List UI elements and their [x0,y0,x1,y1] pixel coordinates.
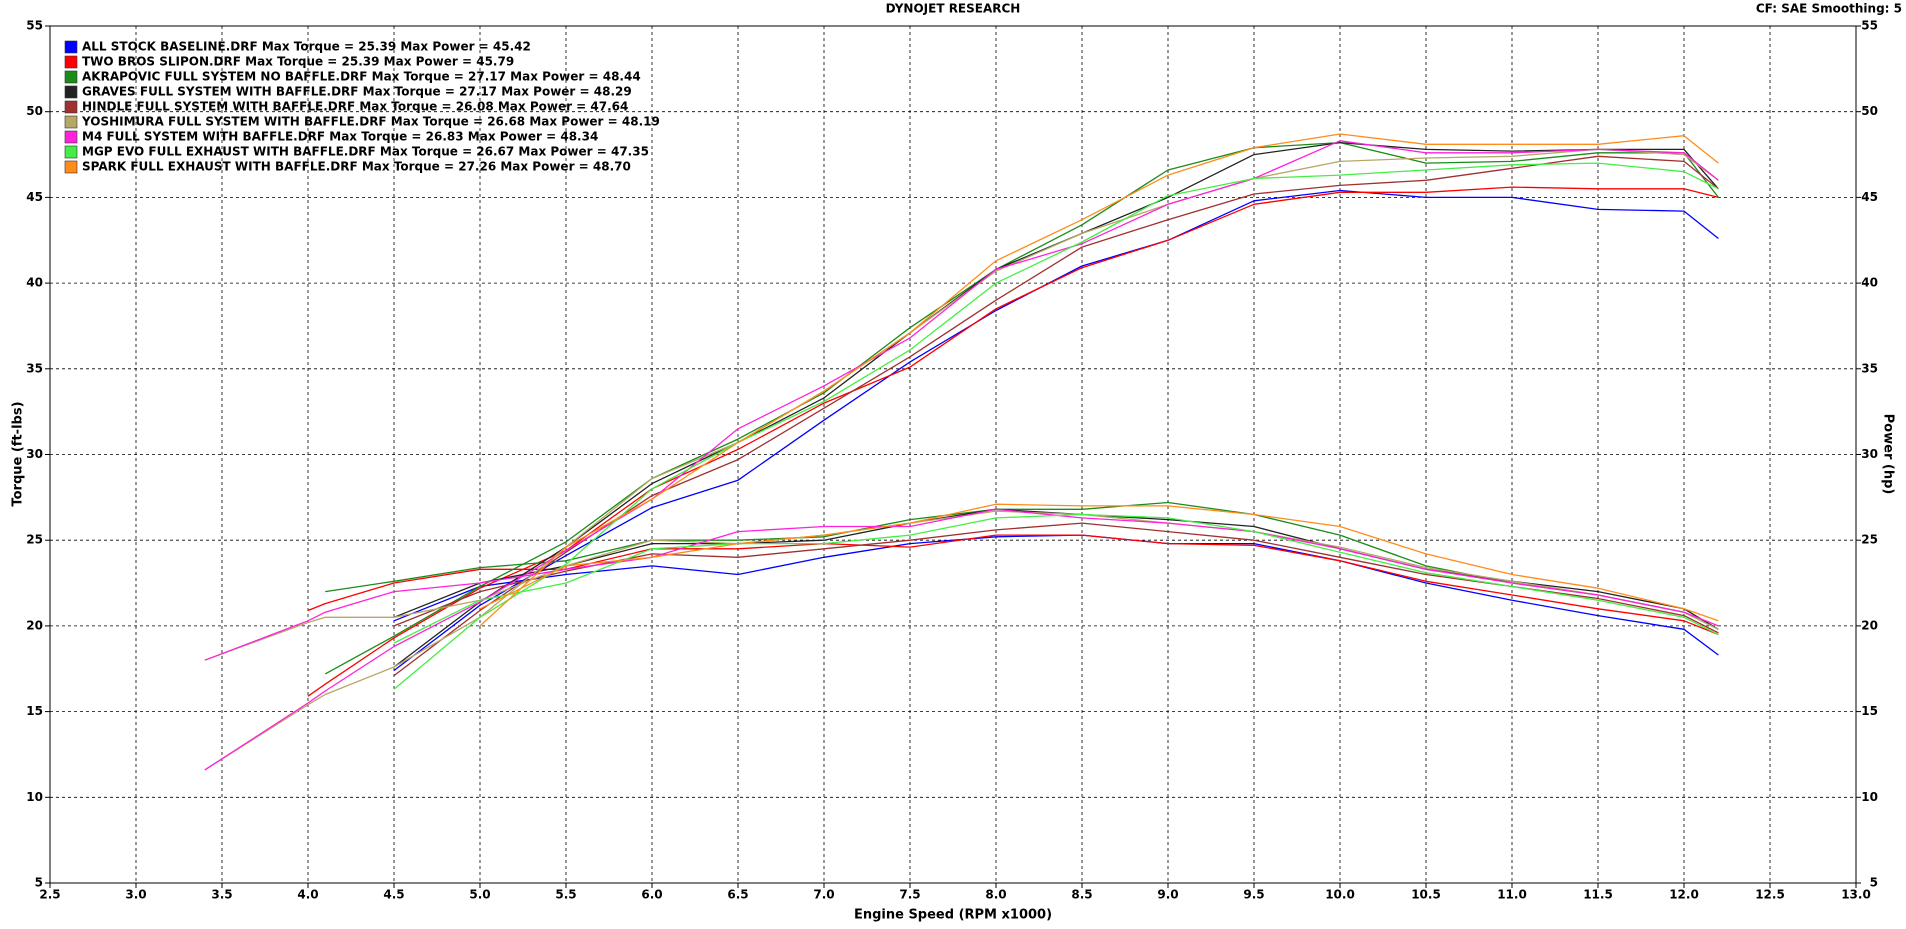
y-tick-label: 10 [26,790,43,804]
x-tick-label: 4.0 [297,888,318,902]
x-tick-label: 11.5 [1583,888,1613,902]
legend-label: M4 FULL SYSTEM WITH BAFFLE.DRF Max Torqu… [82,130,598,144]
y2-tick-label: 10 [1861,790,1878,804]
legend-label: YOSHIMURA FULL SYSTEM WITH BAFFLE.DRF Ma… [81,115,660,129]
legend-label: HINDLE FULL SYSTEM WITH BAFFLE.DRF Max T… [82,100,628,114]
x-tick-label: 6.5 [727,888,748,902]
y-tick-label: 35 [26,361,43,375]
legend-swatch [64,145,78,159]
legend-swatch [64,100,78,114]
legend-swatch [64,115,78,129]
legend-label: GRAVES FULL SYSTEM WITH BAFFLE.DRF Max T… [82,85,632,99]
y-axis-label: Torque (ft-lbs) [11,401,26,506]
legend-swatch [64,40,78,54]
y-tick-label: 30 [26,447,43,461]
x-tick-label: 10.0 [1325,888,1355,902]
torque-line [204,510,1719,661]
x-tick-label: 9.0 [1157,888,1178,902]
power-line [204,140,1719,771]
y2-tick-label: 30 [1861,447,1878,461]
x-tick-label: 12.5 [1755,888,1785,902]
x-tick-label: 9.5 [1243,888,1264,902]
chart-title: DYNOJET RESEARCH [886,2,1021,16]
legend-label: MGP EVO FULL EXHAUST WITH BAFFLE.DRF Max… [82,145,649,159]
y2-tick-label: 5 [1870,876,1878,890]
x-tick-label: 11.0 [1497,888,1527,902]
y2-tick-label: 55 [1861,19,1878,33]
legend: ALL STOCK BASELINE.DRF Max Torque = 25.3… [64,40,660,174]
legend-label: ALL STOCK BASELINE.DRF Max Torque = 25.3… [82,40,531,54]
y2-tick-label: 45 [1861,190,1878,204]
x-tick-label: 3.5 [211,888,232,902]
torque-line [307,534,1719,636]
legend-label: SPARK FULL EXHAUST WITH BAFFLE.DRF Max T… [82,160,631,174]
y2-tick-label: 25 [1861,533,1878,547]
x-tick-label: 7.0 [813,888,834,902]
legend-swatch [64,85,78,99]
x-tick-label: 6.0 [641,888,662,902]
power-line [393,162,1719,690]
y2-tick-label: 20 [1861,618,1878,632]
x-tick-label: 10.5 [1411,888,1441,902]
chart-subtitle: CF: SAE Smoothing: 5 [1756,2,1902,16]
y-tick-label: 50 [26,104,43,118]
torque-line [204,508,1719,661]
y-tick-label: 15 [26,704,43,718]
x-axis-label: Engine Speed (RPM x1000) [854,908,1052,923]
legend-label: TWO BROS SLIPON.DRF Max Torque = 25.39 M… [82,55,514,69]
power-line [479,133,1719,627]
legend-swatch [64,160,78,174]
y-tick-label: 40 [26,276,43,290]
legend-swatch [64,70,78,84]
y-tick-label: 55 [26,19,43,33]
legend-swatch [64,130,78,144]
x-tick-label: 7.5 [899,888,920,902]
y2-tick-label: 15 [1861,704,1878,718]
y2-tick-label: 50 [1861,104,1878,118]
x-tick-label: 4.5 [383,888,404,902]
y-tick-label: 45 [26,190,43,204]
torque-line [479,503,1719,622]
x-tick-label: 13.0 [1841,888,1871,902]
power-line [393,189,1719,672]
y-tick-label: 5 [35,876,43,890]
x-tick-label: 5.0 [469,888,490,902]
legend-label: AKRAPOVIC FULL SYSTEM NO BAFFLE.DRF Max … [82,70,641,84]
y2-axis-label: Power (hp) [1881,414,1896,495]
x-tick-label: 8.0 [985,888,1006,902]
x-tick-label: 2.5 [39,888,60,902]
power-line [204,148,1719,771]
y-tick-label: 25 [26,533,43,547]
y2-tick-label: 35 [1861,361,1878,375]
x-tick-label: 12.0 [1669,888,1699,902]
power-line [307,186,1719,697]
power-line [324,141,1719,675]
x-tick-label: 8.5 [1071,888,1092,902]
plot-border [49,25,1857,884]
legend-swatch [64,55,78,69]
x-tick-label: 3.0 [125,888,146,902]
x-tick-label: 5.5 [555,888,576,902]
y2-tick-label: 40 [1861,276,1878,290]
y-tick-label: 20 [26,618,43,632]
